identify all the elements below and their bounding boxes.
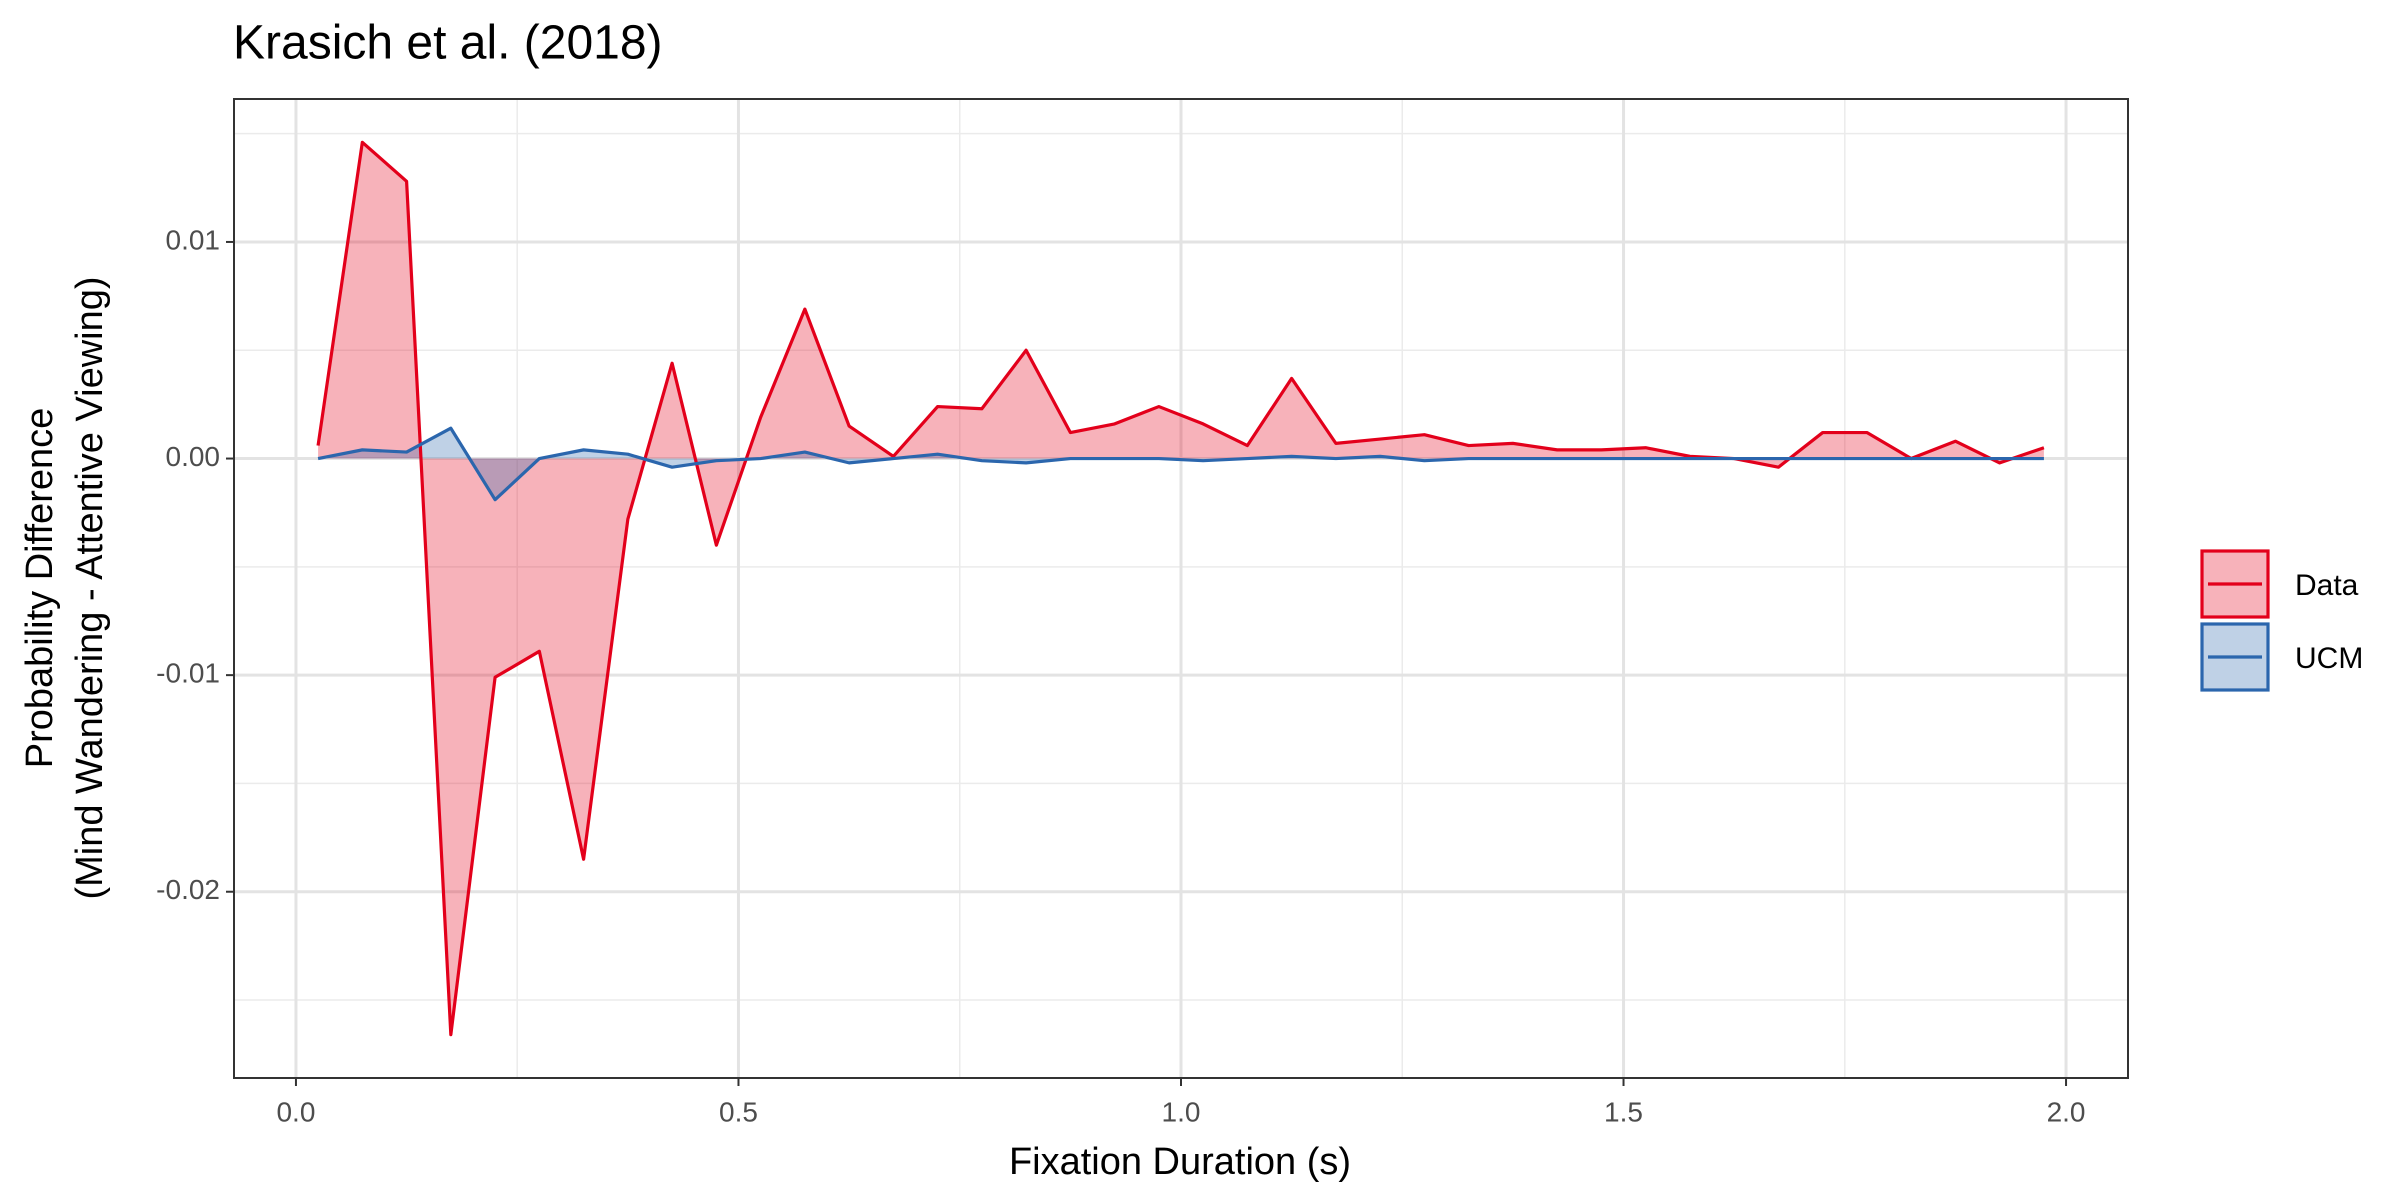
y-tick-label: 0.01 (166, 224, 221, 255)
y-tick-label: -0.02 (156, 874, 220, 905)
panel-border (233, 98, 2129, 1079)
x-axis-title: Fixation Duration (s) (1009, 1141, 1351, 1183)
y-tick-label: 0.00 (166, 441, 221, 472)
legend-label: UCM (2295, 642, 2363, 675)
y-axis-title: (Mind Wandering - Attentive Viewing) (69, 276, 111, 899)
chart-title: Krasich et al. (2018) (233, 17, 663, 70)
x-tick-label: 0.5 (719, 1096, 758, 1127)
x-tick-label: 1.0 (1162, 1096, 1201, 1127)
x-tick-label: 0.0 (276, 1096, 315, 1127)
line (317, 426, 2044, 502)
x-tick-label: 2.0 (2047, 1096, 2086, 1127)
y-tick-label: -0.01 (156, 658, 220, 689)
line (316, 140, 2045, 1037)
x-tick-label: 1.5 (1604, 1096, 1643, 1127)
legend-label: Data (2295, 569, 2359, 602)
y-axis-title: Probability Difference (19, 408, 61, 768)
